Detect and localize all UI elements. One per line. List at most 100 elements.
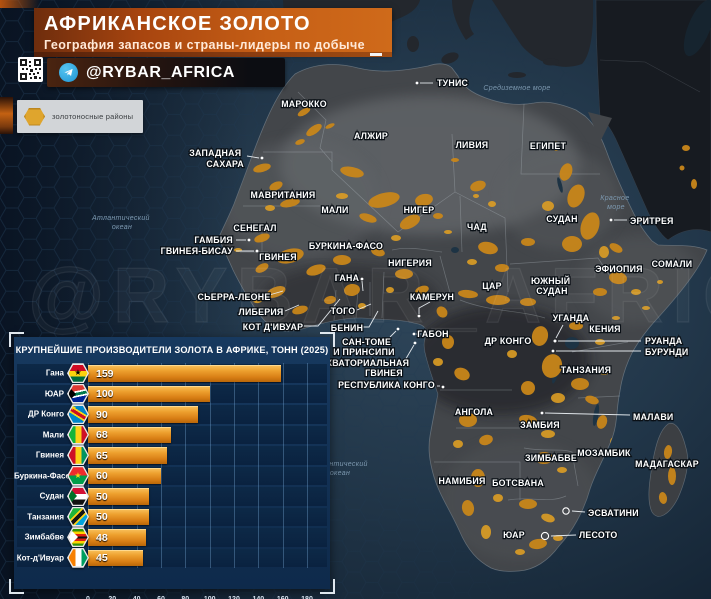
row-country-label: Кот-д'Ивуар bbox=[16, 553, 64, 563]
map-label-south-africa: ЮАР bbox=[503, 530, 525, 540]
map-label-burundi: БУРУНДИ bbox=[645, 347, 689, 357]
telegram-channel-link[interactable]: @RYBAR_AFRICA bbox=[47, 58, 285, 87]
map-label-gambia: ГАМБИЯ bbox=[194, 235, 233, 245]
chart-bar: 48 bbox=[88, 529, 147, 546]
gold-regions bbox=[234, 107, 697, 555]
sea-label-red-sea: Красное море bbox=[600, 195, 631, 211]
chart-row: Буркина-Фасо 60 bbox=[14, 465, 330, 487]
map-label-zimbabwe: ЗИМБАБВЕ bbox=[525, 453, 577, 463]
grid-line bbox=[234, 363, 235, 568]
chart-bar: 60 bbox=[88, 467, 161, 484]
grid-lines bbox=[14, 363, 330, 568]
grid-line bbox=[185, 363, 187, 568]
qr-code-icon bbox=[20, 59, 41, 80]
map-label-uganda: УГАНДА bbox=[553, 313, 590, 323]
map-label-eritrea: ЭРИТРЕЯ bbox=[630, 216, 674, 226]
map-label-rwanda: РУАНДА bbox=[645, 336, 683, 346]
row-country-label: Танзания bbox=[27, 512, 64, 522]
page-title: АФРИКАНСКОЕ ЗОЛОТО bbox=[44, 13, 311, 35]
map-label-gabon: ГАБОН bbox=[417, 329, 449, 339]
axis-tick-label: 140 bbox=[246, 596, 270, 599]
map-label-egypt: ЕГИПЕТ bbox=[530, 141, 567, 151]
flag-burkina-faso-icon bbox=[67, 465, 89, 486]
row-country-label: Судан bbox=[39, 491, 64, 501]
map-label-benin: БЕНИН bbox=[331, 323, 363, 333]
map-label-mali: МАЛИ bbox=[321, 205, 348, 215]
axis-tick-label: 180 bbox=[295, 596, 319, 599]
map-label-guinea: ГВИНЕЯ bbox=[259, 252, 297, 262]
chart-row: Танзания 50 bbox=[14, 506, 330, 528]
chart-bar: 45 bbox=[88, 549, 143, 566]
map-label-tanzania: ТАНЗАНИЯ bbox=[561, 365, 611, 375]
bar-value: 68 bbox=[96, 429, 108, 442]
map-label-algeria: АЛЖИР bbox=[354, 131, 388, 141]
chart-row: ДР Конго 90 bbox=[14, 404, 330, 425]
banner-strip bbox=[34, 52, 392, 57]
map-label-nigeria: НИГЕРИЯ bbox=[388, 258, 432, 268]
map-label-chad: ЧАД bbox=[467, 222, 487, 232]
flag-sudan-icon bbox=[67, 486, 89, 507]
row-country-label: Буркина-Фасо bbox=[14, 471, 71, 481]
map-label-dr-congo: ДР КОНГО bbox=[485, 336, 532, 346]
qr-code bbox=[18, 57, 43, 82]
map-label-cameroon: КАМЕРУН bbox=[410, 292, 454, 302]
map-label-burkina-faso: БУРКИНА-ФАСО bbox=[309, 241, 383, 251]
flag-tanzania-icon bbox=[67, 506, 89, 527]
grid-line bbox=[307, 363, 308, 568]
chart-corner-bracket bbox=[9, 579, 24, 594]
map-label-senegal: СЕНЕГАЛ bbox=[233, 223, 276, 233]
chart-bar: 65 bbox=[88, 447, 168, 464]
bar-value: 50 bbox=[96, 490, 108, 503]
country-labels: ТУНИС МАРОККО АЛЖИР ЛИВИЯ ЕГИПЕТ ЗАПАДНА… bbox=[159, 77, 699, 541]
chart-corner-bracket bbox=[9, 332, 24, 347]
grid-line bbox=[258, 363, 260, 568]
sea-label-mediterranean: Средиземное море bbox=[483, 84, 550, 92]
map-label-sao-tome: САН-ТОМЕ И ПРИНСИПИ bbox=[333, 337, 394, 357]
chart-row: ЮАР 100 bbox=[14, 383, 330, 405]
bar-value: 90 bbox=[96, 408, 108, 421]
bar-value: 60 bbox=[96, 470, 108, 483]
chart-bar: 50 bbox=[88, 488, 149, 505]
map-label-mauritania: МАВРИТАНИЯ bbox=[251, 190, 316, 200]
grid-line bbox=[136, 363, 138, 568]
map-label-botswana: БОТСВАНА bbox=[492, 478, 544, 488]
map-label-morocco: МАРОККО bbox=[281, 99, 327, 109]
sea-labels: Атлантический океан Атлантический океан … bbox=[91, 84, 631, 477]
row-country-label: ЮАР bbox=[44, 389, 64, 399]
map-label-niger: НИГЕР bbox=[404, 205, 435, 215]
map-label-togo: ТОГО bbox=[331, 306, 356, 316]
flag-cote-divoire-icon bbox=[67, 547, 89, 568]
page-subtitle: География запасов и страны-лидеры по доб… bbox=[44, 38, 366, 52]
flag-guinea-icon bbox=[67, 445, 89, 466]
grid-line bbox=[112, 363, 114, 568]
bar-value: 48 bbox=[96, 531, 108, 544]
map-label-lesotho: ЛЕСОТО bbox=[579, 530, 618, 540]
title-banner: АФРИКАНСКОЕ ЗОЛОТО География запасов и с… bbox=[34, 8, 392, 52]
grid-line bbox=[209, 363, 211, 568]
map-label-eswatini: ЭСВАТИНИ bbox=[588, 508, 639, 518]
legend-accent-strip bbox=[0, 97, 13, 134]
chart-row: Кот-д'Ивуар 45 bbox=[14, 547, 330, 569]
grid-line bbox=[282, 363, 284, 568]
map-label-madagascar: МАДАГАСКАР bbox=[635, 459, 699, 469]
axis-tick-label: 160 bbox=[271, 596, 295, 599]
map-label-tunisia: ТУНИС bbox=[437, 78, 469, 88]
map-label-angola: АНГОЛА bbox=[455, 407, 494, 417]
chart-plot-area: Гана 159 ЮАР 100 ДР Конго 90 Мали 68 Гви… bbox=[14, 363, 330, 599]
gold-hexagon-icon bbox=[24, 107, 45, 126]
leader-lines bbox=[236, 81, 641, 541]
chart-bar: 100 bbox=[88, 385, 210, 402]
chart-row: Мали 68 bbox=[14, 424, 330, 446]
bar-value: 65 bbox=[96, 449, 108, 462]
row-country-label: Гвинея bbox=[35, 450, 64, 460]
map-label-liberia: ЛИБЕРИЯ bbox=[239, 307, 284, 317]
map-label-mozambique: МОЗАМБИК bbox=[577, 448, 631, 458]
watermark-text: @RYBAR_AFRICA bbox=[28, 251, 711, 339]
chart-bar: 90 bbox=[88, 406, 198, 423]
grid-line bbox=[88, 363, 89, 568]
axis-tick-label: 100 bbox=[198, 596, 222, 599]
map-label-namibia: НАМИБИЯ bbox=[438, 476, 485, 486]
sea-label-atlantic-south: Атлантический океан bbox=[309, 460, 370, 477]
chart-rows: Гана 159 ЮАР 100 ДР Конго 90 Мали 68 Гви… bbox=[14, 363, 330, 568]
chart-corner-bracket bbox=[320, 332, 335, 347]
